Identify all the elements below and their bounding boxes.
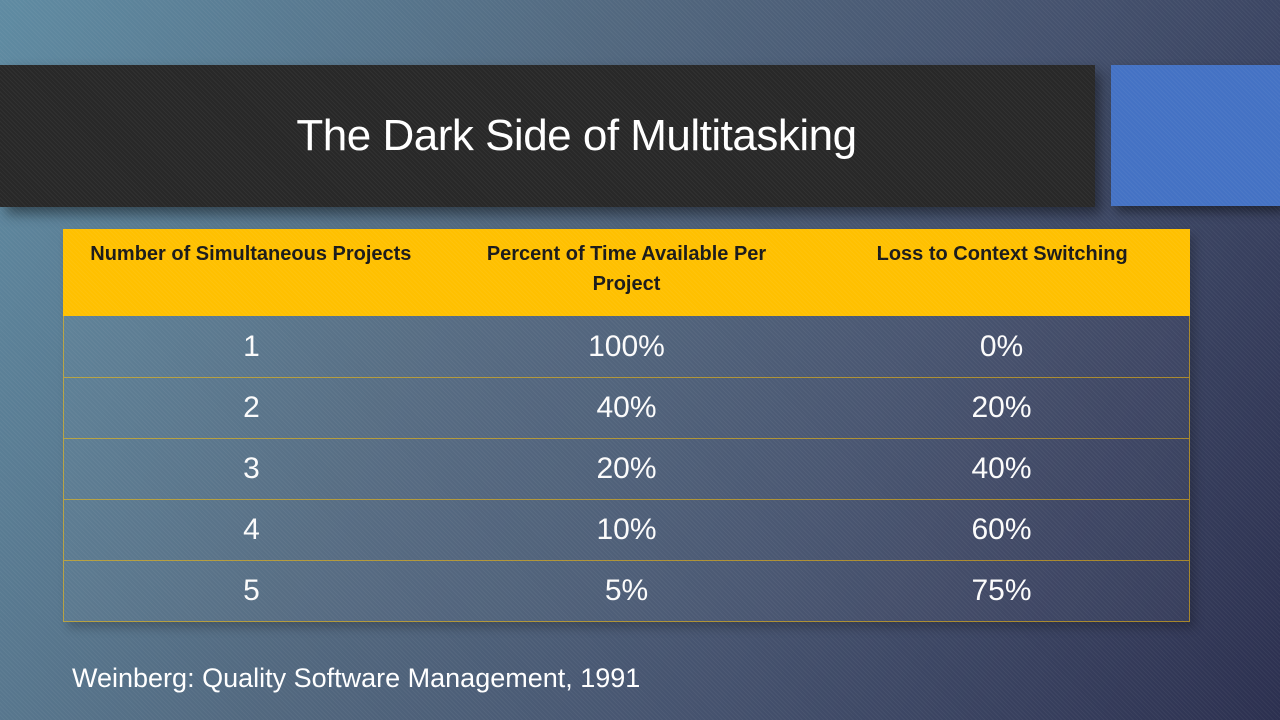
- header-label: Loss to Context Switching: [876, 243, 1128, 265]
- table-row: 3 20% 40%: [64, 438, 1189, 499]
- cell-percent-time: 100%: [588, 329, 665, 363]
- source-citation: Weinberg: Quality Software Management, 1…: [72, 663, 641, 693]
- table-header-row: Number of Simultaneous Projects Percent …: [63, 229, 1190, 316]
- cell-projects: 4: [243, 513, 260, 546]
- cell-context-loss: 40%: [971, 452, 1032, 485]
- table-row: 2 40% 20%: [64, 377, 1189, 438]
- cell-context-loss: 0%: [979, 329, 1024, 363]
- cell-percent-time: 10%: [596, 513, 657, 546]
- multitasking-table: Number of Simultaneous Projects Percent …: [63, 229, 1190, 622]
- header-cell-percent-time: Percent of Time Available Per Project: [439, 229, 815, 316]
- table-body: 1 100% 0% 2 40% 20% 3 20% 40% 4 10% 60% …: [63, 316, 1190, 622]
- slide-title: The Dark Side of Multitasking: [296, 111, 857, 160]
- header-label: Number of Simultaneous Projects: [90, 243, 412, 265]
- cell-percent-time: 40%: [596, 391, 657, 424]
- cell-projects: 5: [243, 574, 260, 607]
- cell-projects: 3: [243, 452, 260, 485]
- table-row: 4 10% 60%: [64, 499, 1189, 560]
- cell-projects: 2: [243, 391, 260, 424]
- cell-context-loss: 75%: [971, 574, 1032, 607]
- table-row: 1 100% 0%: [64, 316, 1189, 377]
- table-row: 5 5% 75%: [64, 560, 1189, 621]
- cell-percent-time: 5%: [604, 574, 649, 607]
- cell-context-loss: 60%: [971, 513, 1032, 546]
- cell-context-loss: 20%: [971, 391, 1032, 424]
- cell-projects: 1: [243, 329, 260, 363]
- header-cell-projects: Number of Simultaneous Projects: [63, 229, 439, 316]
- header-cell-context-loss: Loss to Context Switching: [814, 229, 1190, 316]
- title-bar: The Dark Side of Multitasking: [0, 65, 1095, 207]
- accent-rectangle: [1111, 65, 1280, 206]
- cell-percent-time: 20%: [596, 452, 657, 485]
- header-label: Percent of Time Available Per Project: [486, 243, 767, 295]
